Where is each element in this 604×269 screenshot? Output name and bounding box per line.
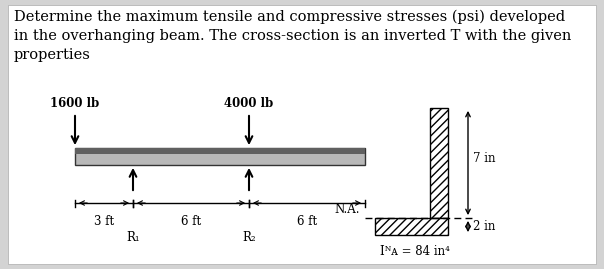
Bar (75, 148, 365, 154)
Text: 1600 lb: 1600 lb (50, 97, 100, 110)
Text: 2 in: 2 in (473, 220, 495, 233)
Text: 7 in: 7 in (473, 151, 495, 165)
Text: 4000 lb: 4000 lb (224, 97, 274, 110)
Text: Determine the maximum tensile and compressive stresses (psi) developed
in the ov: Determine the maximum tensile and compre… (14, 10, 571, 62)
Text: R₁: R₁ (126, 231, 140, 244)
Text: R₂: R₂ (242, 231, 256, 244)
Text: N.A.: N.A. (335, 203, 360, 216)
Text: 3 ft: 3 ft (94, 215, 114, 228)
Bar (430, 108, 448, 218)
Text: Iᴺᴀ = 84 in⁴: Iᴺᴀ = 84 in⁴ (380, 245, 450, 258)
Bar (75, 148, 365, 165)
Text: 6 ft: 6 ft (297, 215, 317, 228)
Text: 6 ft: 6 ft (181, 215, 201, 228)
Bar (375, 218, 448, 235)
